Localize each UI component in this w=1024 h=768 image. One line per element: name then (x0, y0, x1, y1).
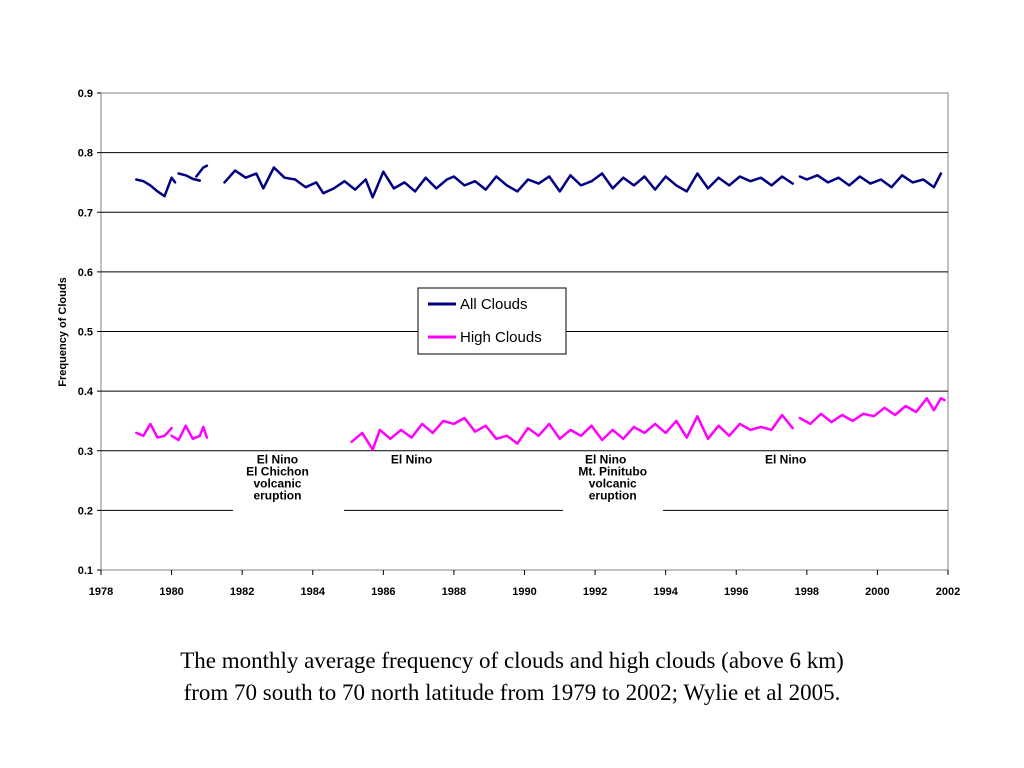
x-tick-label: 1994 (653, 586, 678, 598)
annotation-label: eruption (589, 488, 637, 502)
series-line-all-clouds-segment-1 (177, 172, 202, 182)
y-axis-ticks: 0.1 0.2 0.3 0.4 0.5 0.6 0.7 0.8 0.9 (78, 88, 101, 577)
series-line-high-clouds-segment-3 (798, 397, 946, 426)
annotation-label: volcanic (589, 477, 637, 491)
annotation-label: eruption (253, 488, 301, 502)
x-tick-label: 1988 (442, 586, 466, 598)
series-line-all-clouds-segment-4 (798, 172, 943, 189)
series-line-all-clouds-segment-2 (195, 164, 209, 178)
annotation-label: El Nino (257, 453, 298, 467)
annotation-label: El Nino (391, 453, 432, 467)
legend-box (417, 287, 567, 355)
x-tick-label: 2000 (865, 586, 889, 598)
y-tick-label: 0.5 (78, 327, 93, 339)
series-line-high-clouds-segment-0 (135, 422, 173, 439)
series-line-high-clouds-segment-1 (170, 424, 209, 442)
x-tick-label: 1998 (795, 586, 819, 598)
x-tick-label: 2002 (936, 586, 960, 598)
x-tick-label: 1984 (301, 586, 326, 598)
y-tick-label: 0.3 (78, 446, 93, 458)
x-tick-label: 1986 (371, 586, 395, 598)
y-tick-label: 0.8 (78, 148, 93, 160)
y-tick-label: 0.4 (78, 386, 94, 398)
cloud-frequency-chart: 0.1 0.2 0.3 0.4 0.5 0.6 0.7 0.8 0.9 1978 1980 1982… (57, 88, 960, 598)
y-tick-label: 0.9 (78, 88, 93, 100)
legend-label-all-clouds: All Clouds (460, 296, 528, 313)
y-tick-label: 0.6 (78, 267, 93, 279)
x-tick-label: 1996 (724, 586, 748, 598)
annotation-label: volcanic (253, 477, 301, 491)
y-tick-label: 0.7 (78, 207, 93, 219)
y-axis-label: Frequency of Clouds (57, 277, 69, 386)
x-tick-label: 1980 (159, 586, 183, 598)
y-tick-label: 0.1 (78, 565, 93, 577)
legend: All Clouds High Clouds (417, 287, 567, 355)
x-tick-label: 1992 (583, 586, 607, 598)
annotation-label: El Nino (765, 453, 806, 467)
annotation-label: El Nino (585, 453, 626, 467)
series-line-all-clouds-segment-3 (223, 166, 794, 199)
x-tick-label: 1978 (89, 586, 113, 598)
caption-line-1: The monthly average frequency of clouds … (180, 648, 844, 673)
x-tick-label: 1982 (230, 586, 254, 598)
annotation-label: El Chichon (246, 465, 309, 479)
caption-line-2: from 70 south to 70 north latitude from … (183, 680, 841, 705)
y-tick-label: 0.2 (78, 505, 93, 517)
series-line-all-clouds-segment-0 (135, 176, 177, 198)
legend-label-high-clouds: High Clouds (460, 329, 542, 346)
series-lines (135, 164, 946, 451)
x-axis-ticks: 1978 1980 1982 1984 1986 1988 1990 1992 1994 1996… (89, 570, 960, 598)
series-line-high-clouds-segment-2 (350, 413, 794, 451)
x-tick-label: 1990 (512, 586, 536, 598)
annotation-label: Mt. Pinitubo (578, 465, 647, 479)
